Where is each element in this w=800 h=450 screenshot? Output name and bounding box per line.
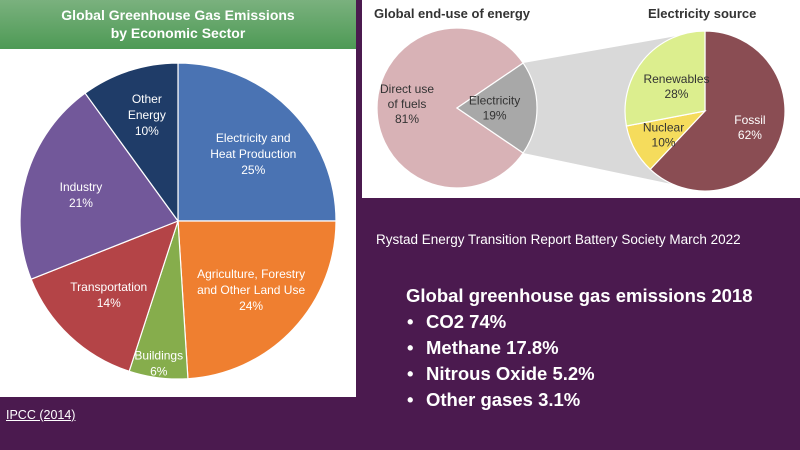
source-credit: Rystad Energy Transition Report Battery … (376, 232, 741, 247)
electricity-source-chart-title: Electricity source (648, 6, 756, 21)
emissions-summary: Global greenhouse gas emissions 2018 CO2… (406, 283, 796, 413)
slice-fossil (649, 30, 786, 192)
emissions-item-nitrous-oxide: Nitrous Oxide 5.2% (406, 361, 796, 387)
emissions-list: CO2 74% Methane 17.8% Nitrous Oxide 5.2%… (406, 309, 796, 413)
emissions-title: Global greenhouse gas emissions 2018 (406, 285, 753, 306)
slice-agriculture-forestry-and-other-land-use (177, 220, 337, 380)
label-nuclear: Nuclear 10% (643, 121, 684, 150)
label-direct-use-of-fuels: Direct use of fuels 81% (380, 82, 434, 126)
label-renewables: Renewables 28% (643, 72, 709, 101)
emissions-item-other-gases: Other gases 3.1% (406, 387, 796, 413)
sector-pie-chart: Electricity and Heat Production 25% Agricul… (19, 62, 337, 380)
label-agriculture-forestry-and-other-land-use: Agriculture, Forestry and Other Land Use 2… (197, 267, 305, 313)
label-other-energy: Other Energy 10% (128, 92, 166, 138)
slice-other-energy (84, 62, 179, 223)
label-electricity-and-heat-production: Electricity and Heat Production 25% (210, 131, 296, 177)
label-electricity: Electricity 19% (469, 94, 520, 123)
label-industry: Industry 21% (60, 180, 103, 210)
slice-transportation (30, 219, 179, 373)
energy-pie-charts: Global end-use of energy Electricity sou… (374, 6, 786, 192)
slice-industry (19, 92, 179, 280)
sector-chart-title-line-2: by Economic Sector (110, 25, 246, 41)
slice-electricity (455, 62, 538, 154)
label-buildings: Buildings 6% (134, 349, 183, 379)
emissions-item-methane: Methane 17.8% (406, 335, 796, 361)
end-use-chart-title: Global end-use of energy (374, 6, 531, 21)
energy-use-panel: Global end-use of energy Electricity sou… (362, 0, 800, 198)
sector-chart-title-line-1: Global Greenhouse Gas Emissions (61, 7, 295, 23)
slice-electricity-and-heat-production (177, 62, 337, 222)
ipcc-source-link[interactable]: IPCC (2014) (6, 408, 76, 422)
sector-chart-title: Global Greenhouse Gas Emissions by Econo… (0, 0, 356, 49)
slice-direct-use-of-fuels (376, 27, 525, 189)
sector-emissions-panel: Global Greenhouse Gas Emissions by Econo… (0, 0, 356, 397)
emissions-item-co2: CO2 74% (406, 309, 796, 335)
label-transportation: Transportation 14% (70, 280, 147, 310)
label-fossil: Fossil 62% (734, 113, 765, 142)
slice-renewables (624, 30, 706, 127)
